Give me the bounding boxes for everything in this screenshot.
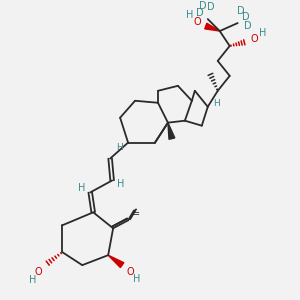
- Text: H: H: [134, 274, 141, 284]
- Text: H: H: [78, 183, 85, 194]
- Text: O: O: [126, 267, 134, 277]
- Polygon shape: [205, 23, 220, 31]
- Text: D: D: [199, 1, 207, 11]
- Text: H: H: [186, 10, 194, 20]
- Text: D: D: [207, 2, 214, 12]
- Text: O: O: [193, 17, 201, 27]
- Text: H: H: [259, 28, 266, 38]
- Text: D: D: [237, 6, 244, 16]
- Text: H: H: [116, 143, 122, 152]
- Text: H: H: [213, 99, 220, 108]
- Text: D: D: [242, 12, 249, 22]
- Text: O: O: [251, 34, 258, 44]
- Text: D: D: [244, 21, 251, 31]
- Text: D: D: [196, 8, 204, 18]
- Text: H: H: [29, 275, 36, 285]
- Polygon shape: [108, 255, 124, 268]
- Polygon shape: [168, 123, 175, 139]
- Text: =: =: [130, 209, 140, 219]
- Text: H: H: [117, 179, 125, 189]
- Text: O: O: [34, 267, 42, 277]
